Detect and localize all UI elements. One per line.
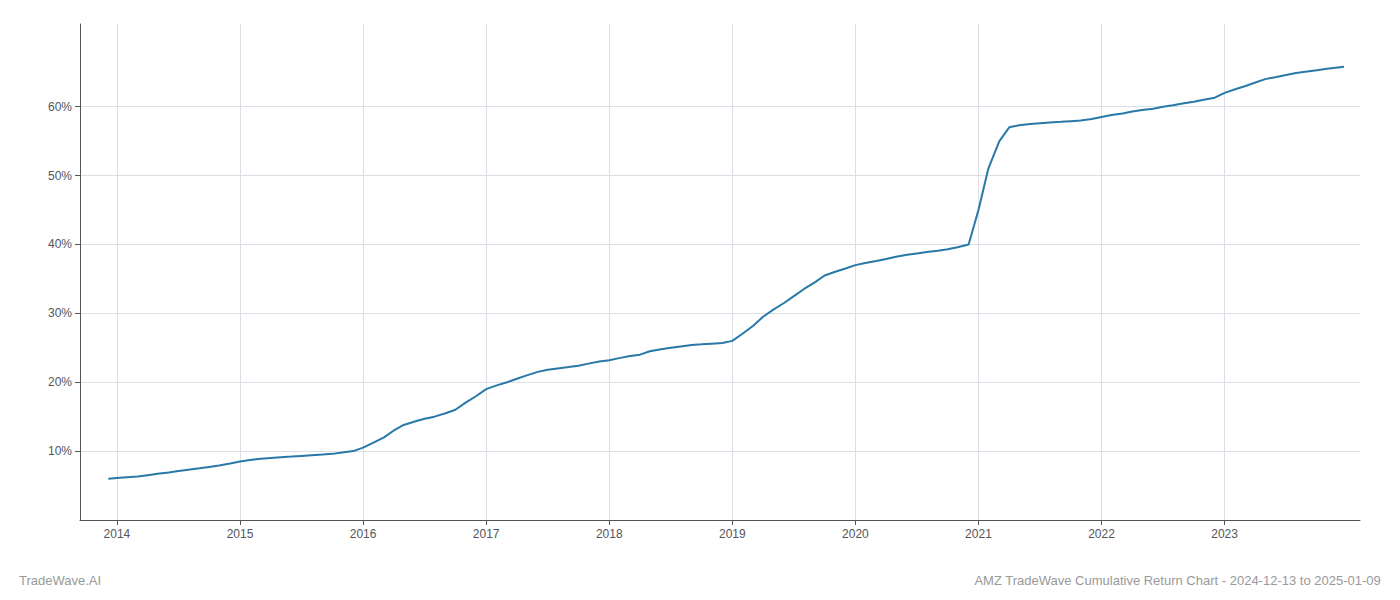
svg-text:2023: 2023 [1211,527,1238,541]
svg-text:2016: 2016 [350,527,377,541]
svg-text:2020: 2020 [842,527,869,541]
svg-text:2019: 2019 [719,527,746,541]
svg-text:30%: 30% [48,306,72,320]
svg-text:50%: 50% [48,169,72,183]
svg-text:20%: 20% [48,375,72,389]
svg-text:2018: 2018 [596,527,623,541]
svg-text:2021: 2021 [965,527,992,541]
svg-text:60%: 60% [48,100,72,114]
svg-text:40%: 40% [48,237,72,251]
svg-text:TradeWave.AI: TradeWave.AI [19,573,101,588]
svg-text:2022: 2022 [1088,527,1115,541]
svg-text:AMZ TradeWave Cumulative Retur: AMZ TradeWave Cumulative Return Chart - … [974,573,1380,588]
svg-text:2017: 2017 [473,527,500,541]
svg-text:2015: 2015 [227,527,254,541]
svg-text:10%: 10% [48,444,72,458]
svg-text:2014: 2014 [104,527,131,541]
